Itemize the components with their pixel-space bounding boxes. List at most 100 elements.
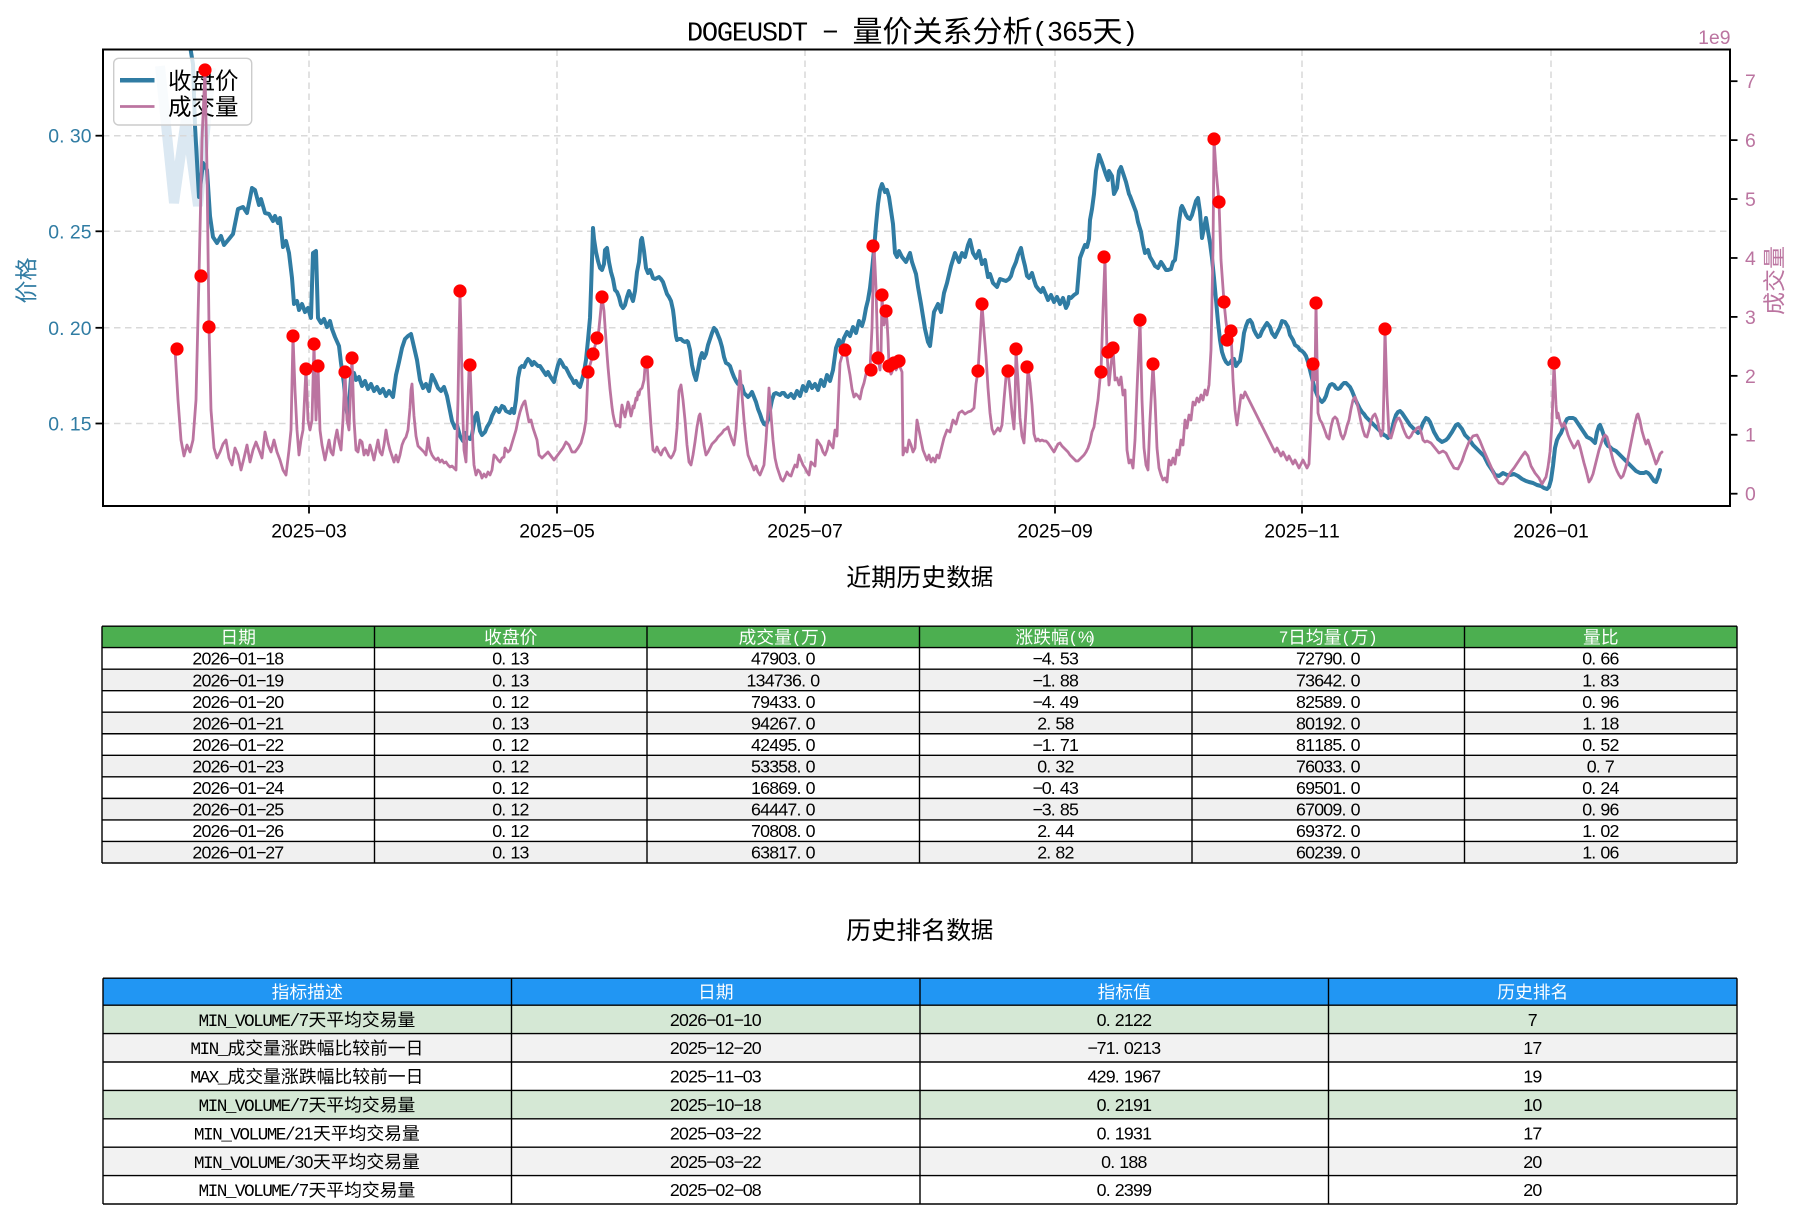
svg-text:0.13: 0.13: [492, 670, 529, 690]
svg-text:17: 17: [1523, 1123, 1542, 1143]
svg-text:0.52: 0.52: [1582, 735, 1619, 755]
svg-text:2026−01−24: 2026−01−24: [192, 778, 284, 798]
svg-text:2026−01−26: 2026−01−26: [192, 821, 284, 841]
svg-text:%: %: [1078, 630, 1092, 647]
svg-text:MIN_VOLUME/: MIN_VOLUME/: [199, 1182, 301, 1202]
svg-text:2026−01−10: 2026−01−10: [670, 1010, 762, 1030]
svg-text:2025−05: 2025−05: [519, 521, 595, 543]
svg-text:MIN_VOLUME/: MIN_VOLUME/: [194, 1125, 296, 1145]
svg-text:0.13: 0.13: [492, 843, 529, 863]
svg-text:0.13: 0.13: [492, 713, 529, 733]
svg-text:0.15: 0.15: [48, 414, 91, 436]
svg-text:7: 7: [1528, 1010, 1538, 1030]
svg-text:MAX_: MAX_: [190, 1069, 228, 1089]
svg-text:2025−09: 2025−09: [1017, 521, 1093, 543]
svg-text:79433.0: 79433.0: [751, 692, 816, 712]
svg-text:1.18: 1.18: [1582, 713, 1619, 733]
svg-text:5: 5: [1745, 189, 1756, 211]
svg-text:MIN_VOLUME/: MIN_VOLUME/: [199, 1012, 301, 1032]
svg-text:42495.0: 42495.0: [751, 735, 816, 755]
svg-text:7: 7: [299, 1095, 309, 1115]
svg-text:3: 3: [1745, 307, 1756, 329]
svg-text:): ): [1087, 630, 1097, 648]
svg-text:30: 30: [294, 1152, 313, 1172]
svg-text:): ): [1368, 630, 1378, 648]
svg-text:2025−11: 2025−11: [1264, 521, 1340, 543]
svg-text:2025−07: 2025−07: [767, 521, 843, 543]
svg-text:2025−03−22: 2025−03−22: [670, 1152, 762, 1172]
svg-text:19: 19: [1523, 1067, 1542, 1087]
svg-text:63817.0: 63817.0: [751, 843, 816, 863]
svg-text:53358.0: 53358.0: [751, 756, 816, 776]
svg-text:2.44: 2.44: [1037, 821, 1074, 841]
svg-text:MIN_VOLUME/: MIN_VOLUME/: [199, 1097, 301, 1117]
svg-text:(: (: [1069, 630, 1079, 648]
svg-text:17: 17: [1523, 1038, 1542, 1058]
svg-text:1.02: 1.02: [1582, 821, 1619, 841]
svg-text:0.32: 0.32: [1037, 756, 1074, 776]
svg-text:2025−11−03: 2025−11−03: [670, 1067, 762, 1087]
svg-text:2026−01−20: 2026−01−20: [192, 692, 284, 712]
svg-text:0.12: 0.12: [492, 735, 529, 755]
svg-text:70808.0: 70808.0: [751, 821, 816, 841]
svg-text:0.12: 0.12: [492, 778, 529, 798]
svg-text:(: (: [1032, 20, 1048, 50]
svg-text:82589.0: 82589.0: [1296, 692, 1361, 712]
svg-text:64447.0: 64447.0: [751, 800, 816, 820]
svg-text:0.12: 0.12: [492, 756, 529, 776]
svg-text:2026−01−18: 2026−01−18: [192, 649, 284, 669]
svg-text:DOGEUSDT: DOGEUSDT: [687, 20, 808, 50]
svg-text:据: 据: [971, 918, 994, 945]
svg-text:81185.0: 81185.0: [1296, 735, 1361, 755]
svg-text:4: 4: [1745, 248, 1756, 270]
svg-text:2: 2: [1745, 366, 1756, 388]
svg-text:0.2122: 0.2122: [1097, 1010, 1152, 1030]
svg-text:2026−01−22: 2026−01−22: [192, 735, 284, 755]
svg-text:0.66: 0.66: [1582, 649, 1619, 669]
svg-text:0.13: 0.13: [492, 649, 529, 669]
svg-text:MIN_: MIN_: [190, 1040, 228, 1060]
svg-text:据: 据: [971, 565, 994, 592]
svg-text:94267.0: 94267.0: [751, 713, 816, 733]
svg-text:6: 6: [1745, 130, 1756, 152]
svg-text:MIN_VOLUME/: MIN_VOLUME/: [194, 1154, 296, 1174]
svg-text:20: 20: [1523, 1152, 1542, 1172]
svg-text:2.58: 2.58: [1037, 713, 1074, 733]
svg-text:67009.0: 67009.0: [1296, 800, 1361, 820]
svg-text:134736.0: 134736.0: [747, 670, 821, 690]
svg-text:69501.0: 69501.0: [1296, 778, 1361, 798]
svg-text:73642.0: 73642.0: [1296, 670, 1361, 690]
svg-text:0.96: 0.96: [1582, 692, 1619, 712]
svg-text:2026−01−21: 2026−01−21: [192, 713, 284, 733]
svg-text:2026−01−19: 2026−01−19: [192, 670, 284, 690]
svg-text:0.12: 0.12: [492, 821, 529, 841]
svg-text:0.24: 0.24: [1582, 778, 1619, 798]
svg-text:0: 0: [1745, 484, 1756, 506]
svg-text:): ): [1122, 20, 1138, 50]
svg-text:(: (: [792, 630, 802, 648]
svg-text:69372.0: 69372.0: [1296, 821, 1361, 841]
svg-text:(: (: [1341, 630, 1351, 648]
svg-text:2025−10−18: 2025−10−18: [670, 1095, 762, 1115]
svg-text:1.06: 1.06: [1582, 843, 1619, 863]
svg-text:0.188: 0.188: [1101, 1152, 1147, 1172]
svg-text:76033.0: 76033.0: [1296, 756, 1361, 776]
svg-text:20: 20: [1523, 1180, 1542, 1200]
svg-text:e: e: [1709, 28, 1721, 50]
svg-text:7: 7: [299, 1010, 309, 1030]
svg-text:60239.0: 60239.0: [1296, 843, 1361, 863]
svg-text:): ): [819, 630, 829, 648]
svg-text:21: 21: [294, 1123, 313, 1143]
svg-text:7: 7: [1279, 630, 1288, 647]
svg-text:0.20: 0.20: [48, 318, 91, 340]
svg-text:0.30: 0.30: [48, 126, 91, 148]
svg-text:7: 7: [1745, 71, 1756, 93]
svg-text:16869.0: 16869.0: [751, 778, 816, 798]
svg-text:80192.0: 80192.0: [1296, 713, 1361, 733]
svg-text:7: 7: [299, 1180, 309, 1200]
svg-text:0.96: 0.96: [1582, 800, 1619, 820]
svg-text:2026−01−25: 2026−01−25: [192, 800, 284, 820]
svg-text:0.2191: 0.2191: [1097, 1095, 1153, 1115]
svg-text:2026−01: 2026−01: [1513, 521, 1589, 543]
svg-text:−: −: [823, 17, 839, 47]
